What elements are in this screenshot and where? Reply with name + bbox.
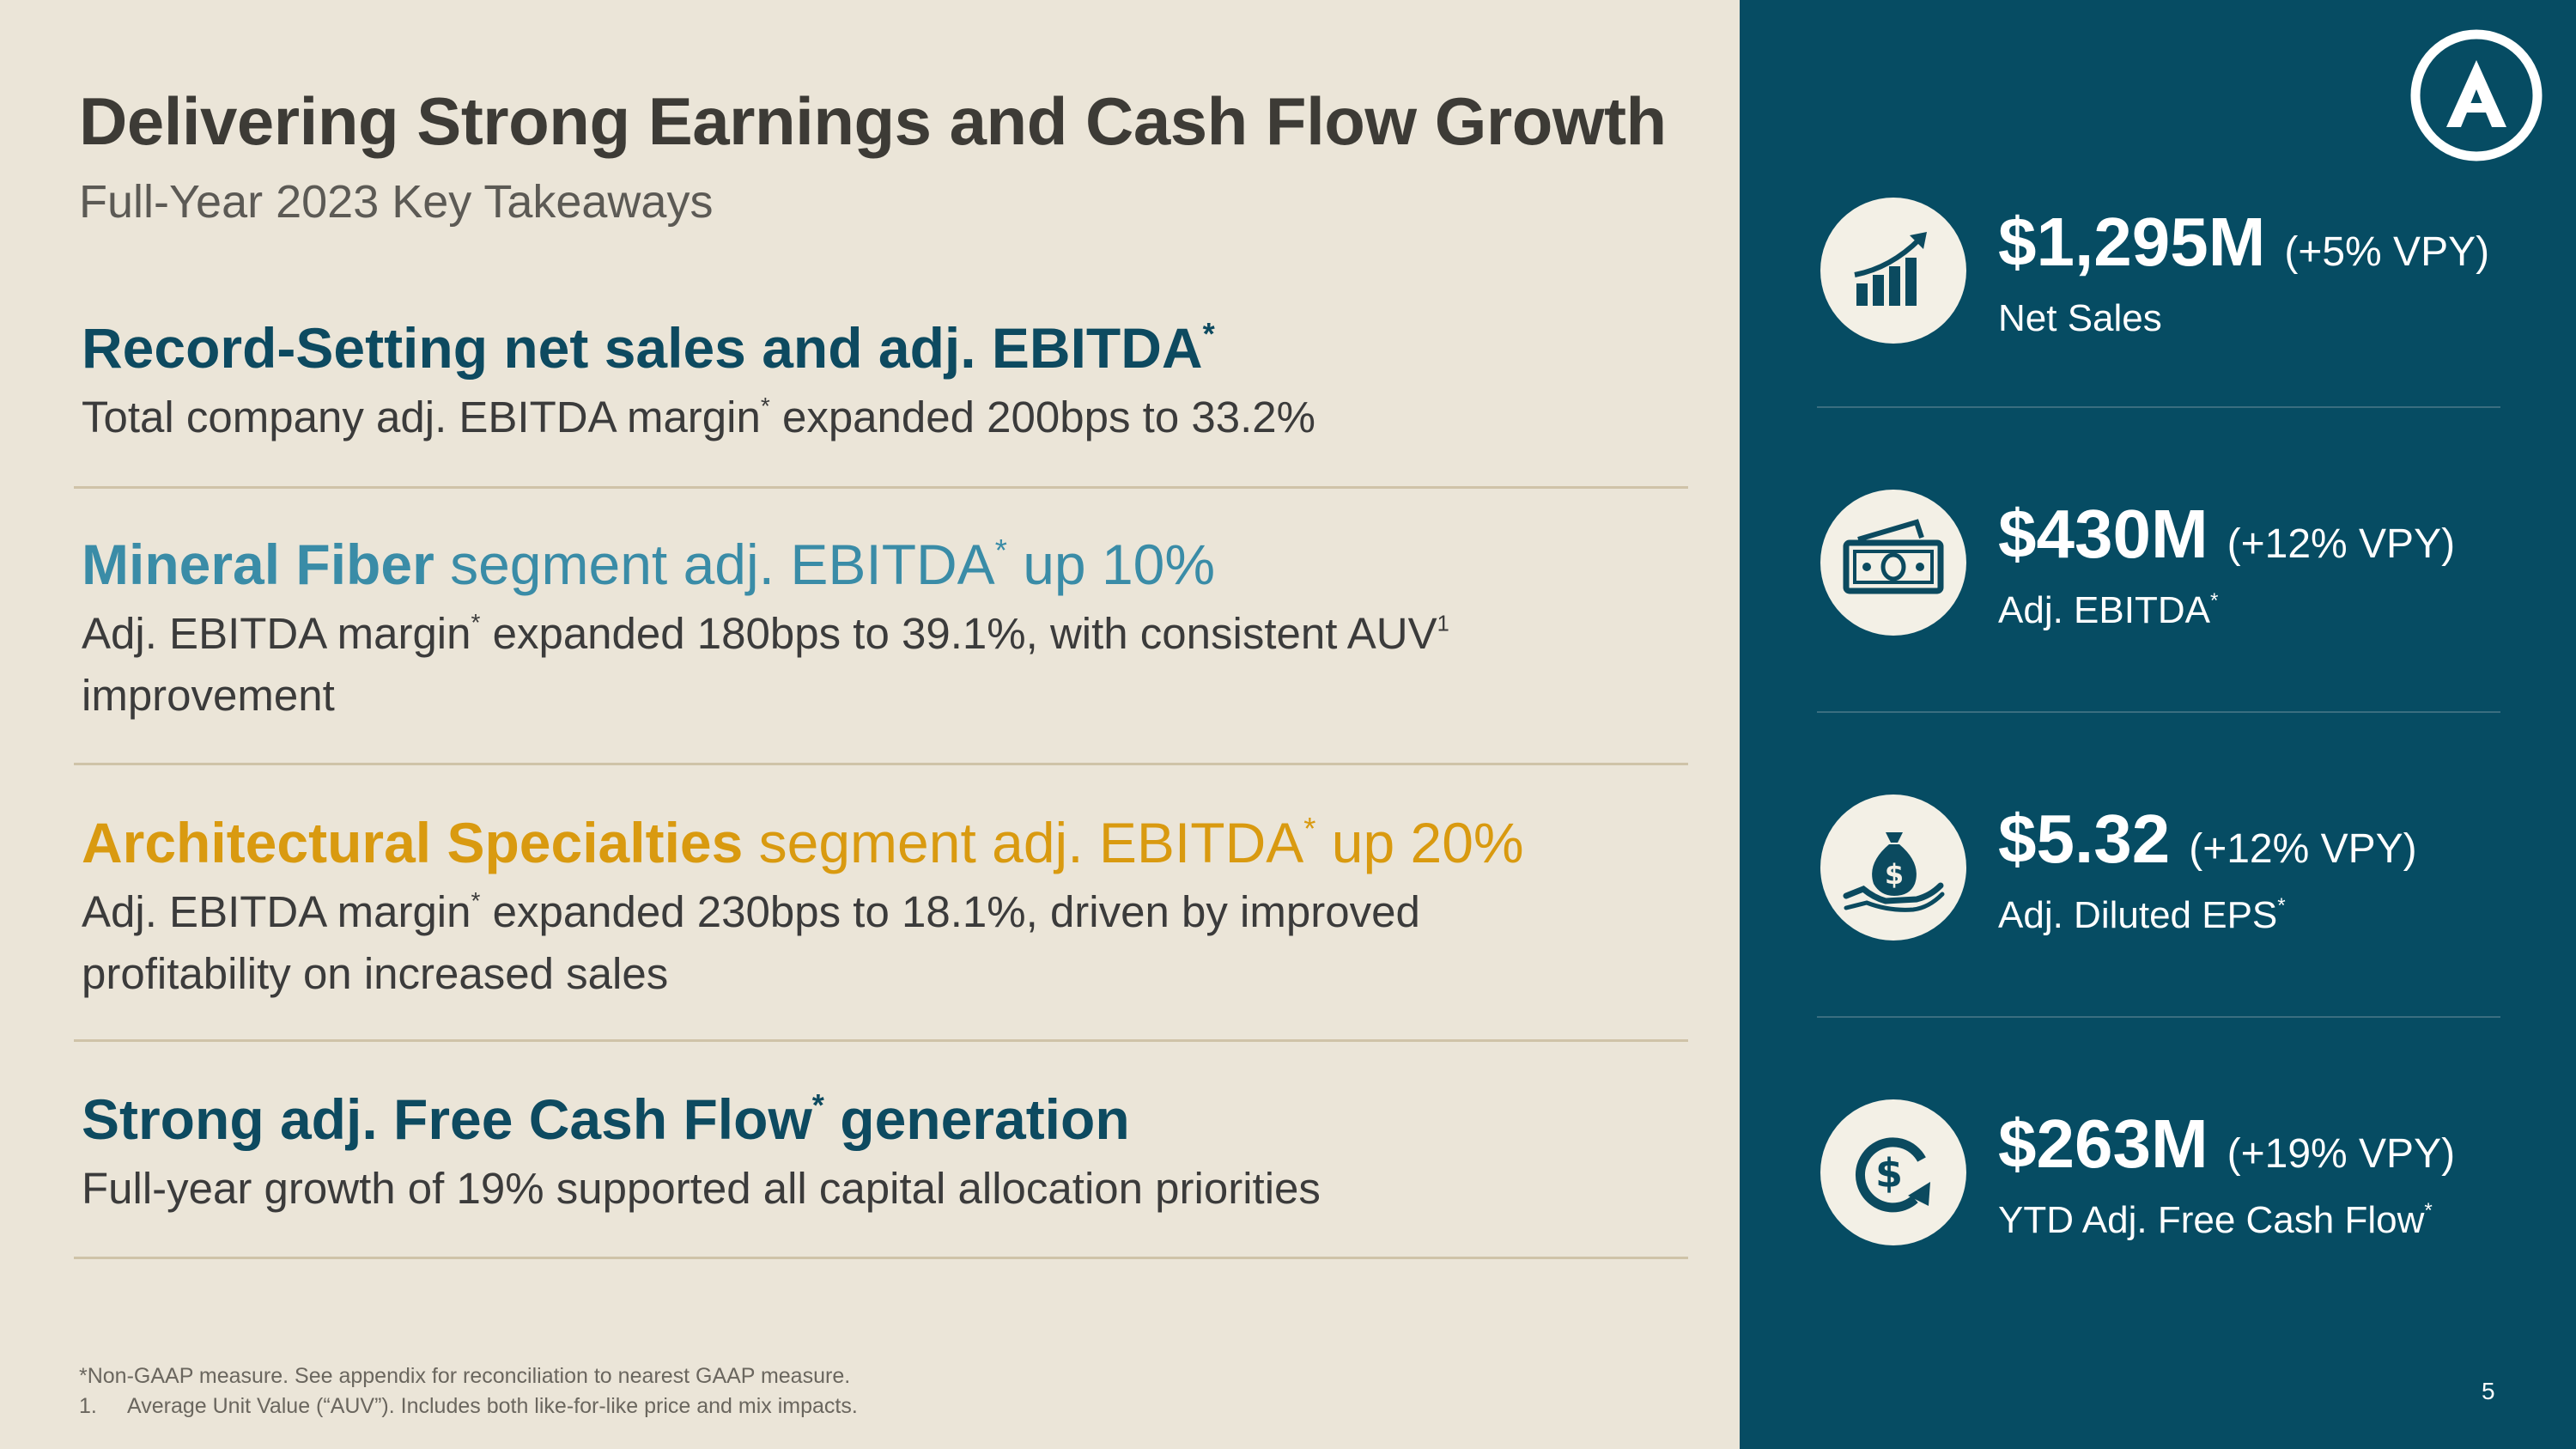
section-divider xyxy=(74,763,1688,765)
takeaway-body: Full-year growth of 19% supported all ca… xyxy=(82,1158,1679,1220)
segment-name: Architectural Specialties xyxy=(82,811,744,874)
takeaway-free-cash-flow: Strong adj. Free Cash Flow* generation F… xyxy=(82,1087,1679,1220)
body-text: profitability on increased sales xyxy=(82,948,669,998)
content-area xyxy=(0,0,1740,1449)
dollar-cycle-icon: $ xyxy=(1820,1099,1966,1245)
body-text: Adj. EBITDA margin xyxy=(82,886,471,936)
page-subtitle: Full-Year 2023 Key Takeaways xyxy=(79,176,714,228)
section-divider xyxy=(74,486,1688,489)
footnote-marker: * xyxy=(1303,810,1316,846)
body-text: expanded 230bps to 18.1%, driven by impr… xyxy=(480,886,1420,936)
takeaway-heading: Record-Setting net sales and adj. EBITDA… xyxy=(82,316,1679,381)
stat-divider xyxy=(1817,711,2500,713)
svg-text:$: $ xyxy=(1885,858,1904,891)
takeaway-heading: Mineral Fiber segment adj. EBITDA* up 10… xyxy=(82,533,1679,598)
footnote-marker: * xyxy=(1202,315,1215,351)
svg-text:$: $ xyxy=(1875,1150,1903,1196)
footnote-marker: * xyxy=(2424,1198,2433,1222)
heading-text: Strong adj. Free Cash Flow xyxy=(82,1087,812,1151)
stat-change: (+5% VPY) xyxy=(2284,229,2490,275)
stat-fcf-value: $263M (+19% VPY) xyxy=(1998,1105,2455,1184)
stat-adj-ebitda-value: $430M (+12% VPY) xyxy=(1998,495,2455,574)
section-divider xyxy=(74,1257,1688,1259)
footnote-number: 1. xyxy=(79,1394,97,1418)
heading-text: Record-Setting net sales and adj. EBITDA xyxy=(82,316,1203,380)
heading-text: generation xyxy=(823,1087,1130,1151)
stat-divider xyxy=(1817,406,2500,408)
stat-adj-ebitda-label: Adj. EBITDA* xyxy=(1998,589,2218,632)
stat-amount: $430M xyxy=(1998,496,2208,572)
body-text: Total company adj. EBITDA margin xyxy=(82,392,761,441)
footnote-marker: * xyxy=(760,392,770,419)
stat-eps-value: $5.32 (+12% VPY) xyxy=(1998,800,2417,879)
page-title: Delivering Strong Earnings and Cash Flow… xyxy=(79,83,1667,159)
stat-label-text: Adj. EBITDA xyxy=(1998,589,2210,631)
takeaway-heading: Strong adj. Free Cash Flow* generation xyxy=(82,1087,1679,1153)
body-text: Adj. EBITDA margin xyxy=(82,608,471,658)
footnote-auv: 1. Average Unit Value (“AUV”). Includes b… xyxy=(79,1394,858,1419)
footnote-marker: 1 xyxy=(1437,612,1449,636)
stat-net-sales-label: Net Sales xyxy=(1998,297,2162,340)
stat-change: (+19% VPY) xyxy=(2227,1131,2456,1177)
heading-text: segment adj. EBITDA xyxy=(743,811,1304,874)
takeaway-heading: Architectural Specialties segment adj. E… xyxy=(82,811,1679,876)
takeaway-body: Total company adj. EBITDA margin* expand… xyxy=(82,387,1679,448)
footnote-non-gaap: *Non-GAAP measure. See appendix for reco… xyxy=(79,1364,851,1388)
stat-amount: $5.32 xyxy=(1998,801,2171,877)
stat-net-sales-value: $1,295M (+5% VPY) xyxy=(1998,203,2489,282)
stat-divider xyxy=(1817,1016,2500,1018)
footnote-marker: * xyxy=(2277,893,2286,917)
stat-change: (+12% VPY) xyxy=(2189,826,2417,872)
takeaway-record-setting: Record-Setting net sales and adj. EBITDA… xyxy=(82,316,1679,448)
stat-label-text: Net Sales xyxy=(1998,297,2162,339)
stat-label-text: YTD Adj. Free Cash Flow xyxy=(1998,1199,2425,1241)
footnote-marker: * xyxy=(2209,588,2219,612)
stat-fcf-label: YTD Adj. Free Cash Flow* xyxy=(1998,1199,2433,1242)
footnote-marker: * xyxy=(471,608,481,636)
body-text: expanded 180bps to 39.1%, with consisten… xyxy=(480,608,1437,658)
stat-label-text: Adj. Diluted EPS xyxy=(1998,894,2278,936)
footnote-marker: * xyxy=(994,532,1007,568)
stat-amount: $263M xyxy=(1998,1105,2208,1182)
takeaway-body: Adj. EBITDA margin* expanded 180bps to 3… xyxy=(82,603,1679,727)
stat-eps-label: Adj. Diluted EPS* xyxy=(1998,894,2286,937)
footnote-marker: * xyxy=(471,886,481,914)
growth-chart-icon xyxy=(1820,198,1966,344)
takeaway-architectural-specialties: Architectural Specialties segment adj. E… xyxy=(82,811,1679,1005)
section-divider xyxy=(74,1039,1688,1042)
heading-text: segment adj. EBITDA xyxy=(434,533,995,596)
company-logo-icon xyxy=(2409,27,2544,163)
footnote-text: Average Unit Value (“AUV”). Includes bot… xyxy=(127,1394,858,1418)
body-text: Full-year growth of 19% supported all ca… xyxy=(82,1163,1321,1213)
segment-name: Mineral Fiber xyxy=(82,533,434,596)
footnote-marker: * xyxy=(811,1087,824,1123)
body-text: improvement xyxy=(82,670,335,720)
heading-text: up 20% xyxy=(1315,811,1524,874)
stat-change: (+12% VPY) xyxy=(2227,521,2456,567)
body-text: expanded 200bps to 33.2% xyxy=(769,392,1315,441)
page-number: 5 xyxy=(2482,1378,2495,1404)
takeaway-mineral-fiber: Mineral Fiber segment adj. EBITDA* up 10… xyxy=(82,533,1679,727)
cash-bills-icon xyxy=(1820,490,1966,636)
takeaway-body: Adj. EBITDA margin* expanded 230bps to 1… xyxy=(82,881,1679,1005)
heading-text: up 10% xyxy=(1006,533,1216,596)
money-bag-hand-icon: $ xyxy=(1820,795,1966,941)
stat-amount: $1,295M xyxy=(1998,204,2266,280)
